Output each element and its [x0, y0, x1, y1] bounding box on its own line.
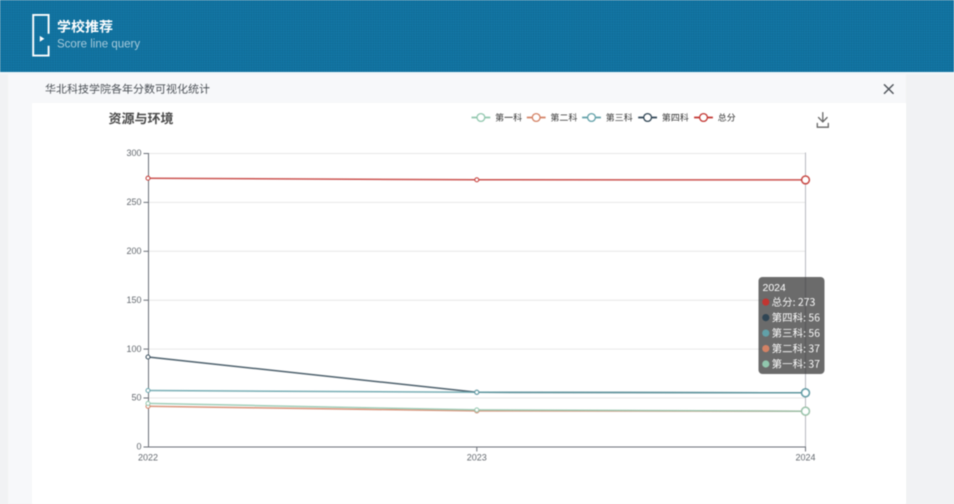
svg-text:2023: 2023 — [467, 453, 487, 463]
svg-text:100: 100 — [126, 344, 141, 354]
svg-text:0: 0 — [136, 442, 141, 452]
svg-text:2024: 2024 — [795, 453, 815, 463]
svg-text:250: 250 — [126, 197, 141, 207]
svg-text:200: 200 — [126, 246, 141, 256]
svg-text:2022: 2022 — [138, 453, 158, 463]
svg-text:Score line query: Score line query — [57, 38, 140, 50]
svg-text:2024: 2024 — [763, 282, 787, 294]
svg-text:150: 150 — [126, 295, 141, 305]
svg-text:300: 300 — [126, 148, 141, 158]
svg-text:50: 50 — [131, 393, 141, 403]
